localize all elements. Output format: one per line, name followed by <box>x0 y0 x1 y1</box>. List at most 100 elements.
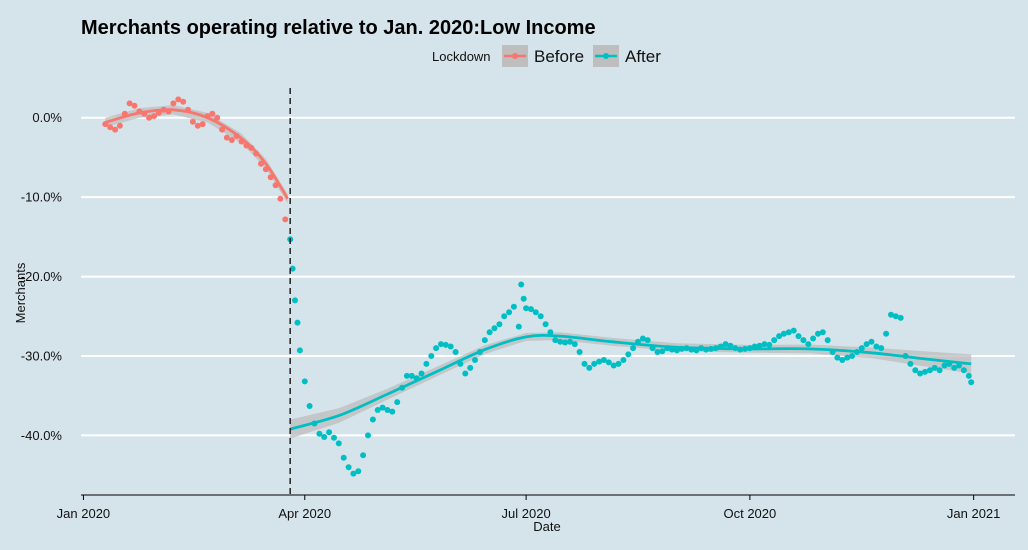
point-after <box>600 357 607 363</box>
point-after <box>418 370 425 377</box>
point-after <box>576 349 583 355</box>
x-tick-label: Jan 2020 <box>57 506 111 521</box>
point-before <box>277 195 284 202</box>
point-before <box>175 96 182 103</box>
point-after <box>537 313 544 320</box>
point-after <box>552 337 559 344</box>
point-before <box>189 118 196 125</box>
point-after <box>605 359 612 366</box>
point-after <box>501 313 508 320</box>
point-after <box>428 353 435 359</box>
point-after <box>423 360 430 367</box>
chart-title: Merchants operating relative to Jan. 202… <box>81 17 596 39</box>
point-after <box>771 337 778 344</box>
point-after <box>515 323 522 330</box>
point-after <box>897 314 904 321</box>
point-after <box>520 295 527 302</box>
point-after <box>292 297 298 304</box>
point-after <box>873 343 880 350</box>
point-before <box>258 160 264 167</box>
point-before <box>223 134 230 141</box>
x-tick-label: Jan 2021 <box>947 506 1001 521</box>
point-after <box>335 440 342 447</box>
legend: Lockdown Before After <box>432 45 661 67</box>
point-before <box>199 121 206 128</box>
point-after <box>922 368 928 375</box>
legend-label-after: After <box>625 47 661 66</box>
point-after <box>858 345 865 352</box>
x-tick-label: Apr 2020 <box>278 506 331 521</box>
point-after <box>761 341 768 348</box>
point-after <box>496 321 503 328</box>
point-after <box>532 309 539 316</box>
trend-lines <box>104 108 972 431</box>
point-after <box>557 338 564 345</box>
point-after <box>452 349 459 355</box>
point-after <box>907 360 914 367</box>
point-after <box>389 408 396 415</box>
point-after <box>834 354 841 361</box>
point-after <box>805 341 812 348</box>
point-after <box>892 313 899 320</box>
point-after <box>369 416 376 423</box>
point-after <box>844 354 851 361</box>
point-after <box>438 341 444 348</box>
y-axis-label: Merchants <box>13 262 28 323</box>
point-before <box>194 122 201 129</box>
point-after <box>321 434 328 440</box>
point-after <box>960 367 967 374</box>
point-before <box>107 124 114 131</box>
y-tick-label: -30.0% <box>21 349 63 364</box>
legend-title: Lockdown <box>432 49 491 64</box>
point-after <box>447 343 454 350</box>
point-after <box>581 360 588 367</box>
point-after <box>790 327 797 334</box>
point-before <box>116 122 123 129</box>
point-before <box>228 137 235 143</box>
point-after <box>486 329 493 336</box>
point-after <box>316 430 323 437</box>
point-after <box>849 353 855 359</box>
point-after <box>839 357 846 363</box>
point-after <box>542 321 549 328</box>
point-after <box>591 360 598 367</box>
point-after <box>673 347 680 354</box>
point-after <box>596 358 603 365</box>
point-after <box>345 464 352 471</box>
point-after <box>926 367 933 374</box>
point-after <box>654 349 661 355</box>
point-after <box>951 364 958 371</box>
point-after <box>912 367 919 374</box>
y-tick-label: -20.0% <box>21 269 63 284</box>
point-after <box>408 372 415 379</box>
y-tick-label: 0.0% <box>32 110 62 125</box>
point-after <box>403 372 410 379</box>
point-after <box>481 337 488 344</box>
point-after <box>289 265 296 272</box>
point-after <box>379 404 386 411</box>
point-after <box>888 311 894 318</box>
point-after <box>566 338 573 345</box>
point-after <box>360 452 367 459</box>
point-after <box>294 319 301 326</box>
point-after <box>639 335 646 342</box>
point-before <box>272 182 279 189</box>
point-after <box>800 337 807 344</box>
point-before <box>180 98 187 105</box>
point-after <box>936 367 943 374</box>
legend-label-before: Before <box>534 47 584 66</box>
point-after <box>625 351 632 358</box>
point-after <box>523 305 530 312</box>
point-after <box>795 333 802 340</box>
point-before <box>112 126 119 133</box>
point-after <box>941 362 948 369</box>
y-tick-label: -10.0% <box>21 190 63 205</box>
point-after <box>883 330 890 337</box>
point-after <box>384 407 391 413</box>
point-after <box>433 345 440 352</box>
point-after <box>644 337 651 344</box>
point-before <box>131 102 138 109</box>
point-after <box>301 378 308 385</box>
point-after <box>630 345 637 352</box>
